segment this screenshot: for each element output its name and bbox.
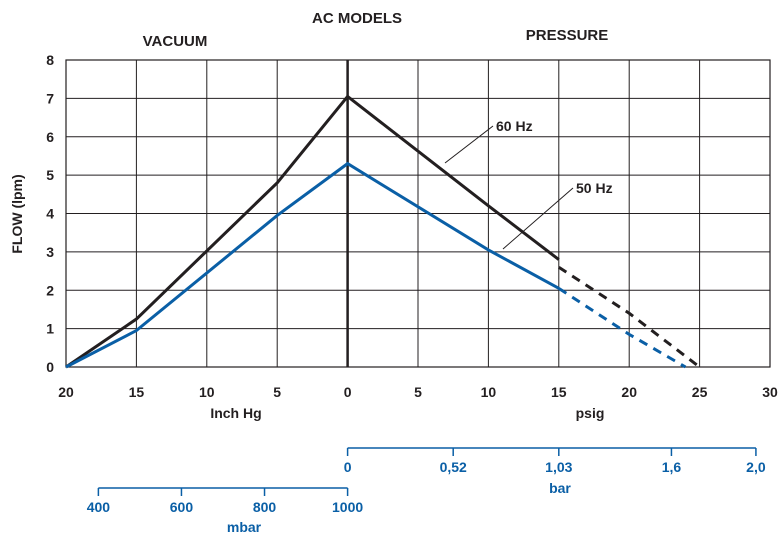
bar-tick-label: 0,52 [440,459,467,475]
pressure-region-label: PRESSURE [526,27,609,44]
y-tick-label: 1 [46,321,54,337]
annotation-bg [494,116,544,136]
bar-tick-label: 2,0 [746,459,766,475]
x-tick-label: 5 [414,384,422,400]
series-dashed-60-hz [557,265,701,369]
pressure-unit-label: psig [576,405,605,421]
series-line-60-hz [65,94,560,369]
chart-title: AC MODELS [312,10,402,27]
y-tick-labels: 0 1 2 3 4 5 6 7 8 [46,52,54,375]
vacuum-unit-label: Inch Hg [210,405,261,421]
y-axis-title: FLOW (lpm) [9,174,25,253]
annotation-bg [574,178,624,198]
x-tick-label: 20 [58,384,74,400]
mbar-tick-label: 1000 [332,499,363,515]
series-annotations: 60 Hz 50 Hz [444,116,624,250]
bar-tick-label: 1,6 [662,459,682,475]
y-tick-label: 8 [46,52,54,68]
x-tick-label: 0 [344,384,352,400]
y-tick-label: 0 [46,359,54,375]
y-tick-label: 4 [46,206,54,222]
series-lines [65,94,701,369]
bar-axis-label: bar [549,480,571,496]
series-name-label: 50 Hz [576,180,613,196]
mbar-tick-label: 600 [170,499,194,515]
series-line-50-hz [65,161,560,369]
x-tick-label: 20 [621,384,637,400]
y-tick-label: 5 [46,167,54,183]
annotation-leader [444,125,494,164]
series-dashed-50-hz [557,287,687,369]
x-tick-label: 10 [199,384,215,400]
x-tick-label: 5 [273,384,281,400]
x-tick-label: 30 [762,384,778,400]
bar-tick-label: 0 [344,459,352,475]
vacuum-region-label: VACUUM [143,33,208,50]
mbar-tick-label: 800 [253,499,277,515]
mbar-tick-label: 400 [87,499,111,515]
mbar-axis: 400 600 800 1000 [87,487,363,515]
x-tick-label: 25 [692,384,708,400]
bar-tick-label: 1,03 [545,459,572,475]
plot-grid [65,59,771,368]
y-tick-label: 3 [46,244,54,260]
x-tick-label: 10 [481,384,497,400]
x-tick-label: 15 [551,384,567,400]
y-tick-label: 6 [46,129,54,145]
series-name-label: 60 Hz [496,118,533,134]
y-tick-label: 2 [46,282,54,298]
y-tick-label: 7 [46,90,54,106]
bar-axis: 0 0,52 1,03 1,6 2,0 [344,447,766,475]
annotation-leader [502,187,574,250]
mbar-axis-label: mbar [227,519,262,535]
x-tick-label: 15 [129,384,145,400]
x-tick-labels: 20 15 10 5 0 5 10 15 20 25 30 [58,384,778,400]
